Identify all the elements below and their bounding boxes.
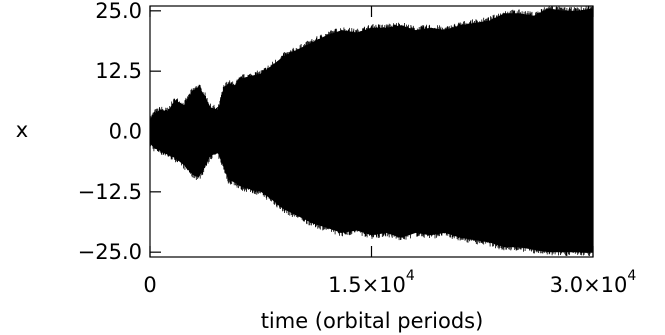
plot-area (149, 5, 594, 256)
y-tick-label: −12.5 (78, 180, 142, 204)
x-axis-label: time (orbital periods) (261, 309, 484, 333)
y-tick-label: 12.5 (95, 59, 142, 83)
series-0 (149, 5, 594, 256)
series-oscillation (149, 5, 594, 256)
x-tick-label: 3.0×104 (550, 268, 637, 297)
y-tick-label: 25.0 (95, 0, 142, 23)
axes: 25.0 12.5 0.0 −12.5 −25.00 1.5×104 3.0×104 (78, 0, 637, 297)
y-tick-label: 0.0 (109, 120, 142, 144)
x-tick-label: 0 (143, 273, 156, 297)
y-axis-label: x (16, 118, 28, 142)
x-tick-label: 1.5×104 (328, 268, 415, 297)
y-tick-label: −25.0 (78, 240, 142, 264)
axis-labels: x time (orbital periods) (16, 118, 484, 333)
